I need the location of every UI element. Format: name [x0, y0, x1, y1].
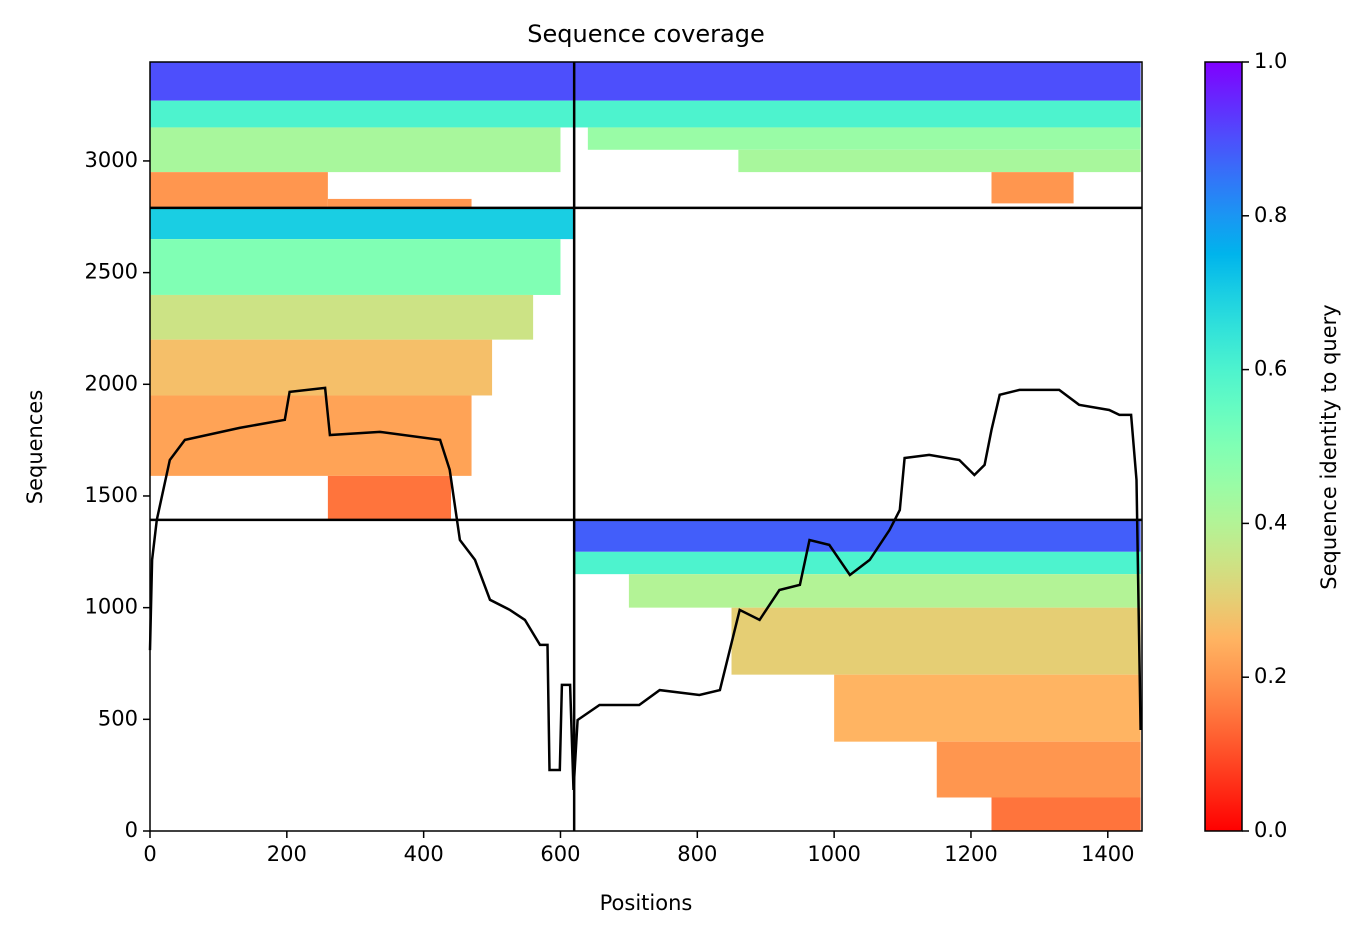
y-tick-label: 1000 — [85, 595, 138, 619]
coverage-block — [574, 519, 1141, 552]
colorbar-tick-label: 0.8 — [1254, 203, 1287, 227]
coverage-block — [731, 607, 1141, 675]
coverage-block — [150, 207, 575, 240]
coverage-block — [574, 62, 1141, 101]
colorbar-tick-label: 0.0 — [1254, 818, 1287, 842]
coverage-block — [587, 127, 1141, 150]
y-tick-label: 1500 — [85, 483, 138, 507]
coverage-block — [150, 172, 328, 208]
plot-frame — [149, 61, 1143, 832]
coverage-block — [150, 395, 472, 476]
coverage-block — [738, 149, 1141, 173]
x-tick-label: 400 — [404, 842, 444, 866]
x-tick-label: 200 — [267, 842, 307, 866]
coverage-block — [150, 339, 493, 396]
coverage-block — [574, 551, 1141, 575]
x-tick-label: 800 — [677, 842, 717, 866]
coverage-block — [936, 741, 1141, 798]
colorbar-tick-label: 0.6 — [1254, 357, 1287, 381]
coverage-block — [991, 172, 1074, 204]
y-tick-label: 3000 — [85, 148, 138, 172]
coverage-block — [834, 674, 1141, 742]
coverage-line — [148, 386, 1142, 790]
colorbar-tick-label: 0.2 — [1254, 664, 1287, 688]
y-tick-label: 0 — [125, 818, 138, 842]
coverage-block — [628, 574, 1141, 608]
coverage-block — [150, 127, 561, 173]
coverage-block — [150, 294, 534, 340]
coverage-block — [327, 475, 452, 520]
coverage-block — [327, 198, 472, 208]
colorbar-label: Sequence identity to query — [1317, 304, 1341, 589]
coverage-block — [991, 797, 1141, 831]
x-tick-label: 1000 — [807, 842, 860, 866]
y-tick-label: 2500 — [85, 260, 138, 284]
x-tick-label: 600 — [540, 842, 580, 866]
coverage-block — [150, 239, 561, 295]
x-tick-label: 1400 — [1081, 842, 1134, 866]
coverage-block — [150, 100, 575, 128]
colorbar-tick-label: 1.0 — [1254, 49, 1287, 73]
chart-title: Sequence coverage — [527, 20, 764, 48]
y-tick-label: 2000 — [85, 371, 138, 395]
y-tick-label: 500 — [98, 706, 138, 730]
coverage-block — [150, 62, 575, 101]
colorbar — [1204, 61, 1243, 832]
x-axis-label: Positions — [600, 891, 693, 915]
colorbar-tick-label: 0.4 — [1254, 510, 1287, 534]
coverage-block — [574, 100, 1141, 128]
y-axis-label: Sequences — [23, 390, 47, 505]
x-tick-label: 1200 — [944, 842, 997, 866]
x-tick-label: 0 — [143, 842, 156, 866]
